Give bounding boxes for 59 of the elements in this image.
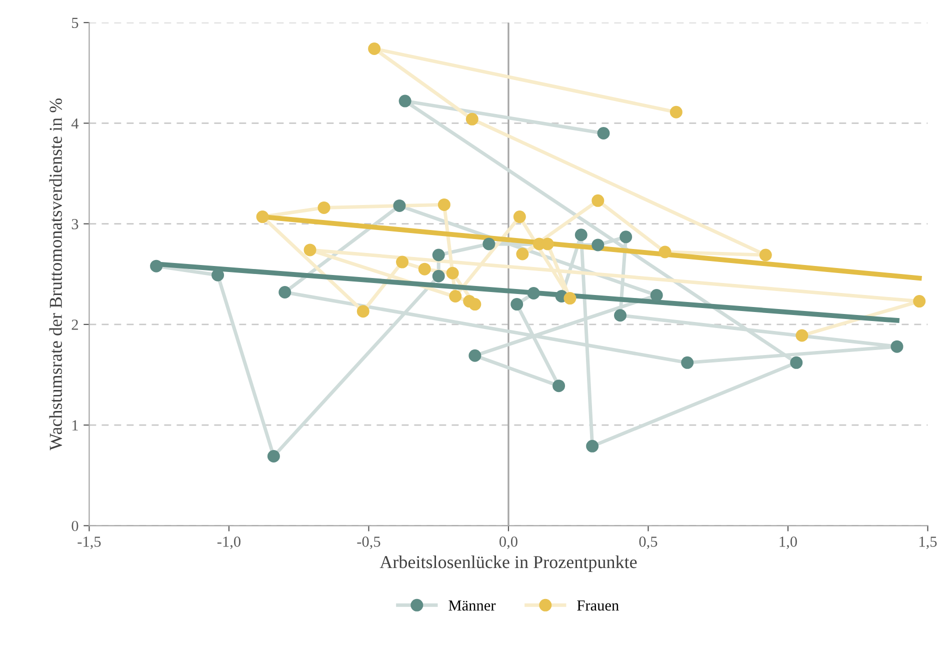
- point: [393, 199, 406, 212]
- point: [790, 356, 803, 369]
- point: [597, 127, 610, 140]
- y-tick-label: 0: [72, 520, 78, 532]
- y-tick-label: 2: [72, 320, 78, 330]
- point: [449, 290, 462, 303]
- point: [304, 244, 316, 256]
- y-axis-title: Wachstumsrate der Bruttomonatsverdienste in %: [49, 98, 62, 450]
- point: [466, 112, 478, 126]
- point: [398, 94, 412, 108]
- point: [913, 295, 926, 308]
- point: [368, 42, 381, 55]
- y-tick-label: 4: [71, 118, 79, 128]
- point: [438, 198, 450, 211]
- point: [592, 238, 604, 252]
- point: [256, 210, 269, 224]
- x-tick-label: -1,0: [217, 536, 240, 550]
- y-tick-label: 3: [72, 219, 78, 230]
- point: [592, 194, 604, 207]
- point: [527, 286, 540, 300]
- point: [796, 329, 808, 342]
- x-tick-label: 1,5: [920, 536, 937, 550]
- point: [681, 356, 694, 369]
- point: [759, 248, 772, 262]
- point: [890, 340, 904, 353]
- point: [510, 298, 524, 311]
- x-tick-label: 0,5: [639, 536, 658, 550]
- point: [586, 440, 599, 452]
- point: [150, 260, 163, 272]
- x-tick-label: -0,5: [357, 536, 380, 550]
- legend-label: Frauen: [577, 600, 619, 611]
- point: [614, 309, 627, 322]
- point: [574, 228, 588, 242]
- point: [513, 210, 526, 224]
- legend-label: Männer: [448, 600, 496, 611]
- x-tick-label: 1,0: [780, 536, 797, 550]
- point: [482, 238, 496, 250]
- point: [516, 248, 529, 260]
- point: [658, 246, 672, 258]
- y-tick-label: 1: [72, 420, 78, 430]
- point: [468, 349, 482, 362]
- point: [432, 248, 445, 262]
- point: [620, 230, 632, 244]
- y-tick-label: 5: [72, 18, 78, 28]
- point: [432, 270, 445, 282]
- point: [463, 295, 476, 308]
- point: [267, 450, 280, 462]
- x-axis-title: Arbeitslosenlücke in Prozentpunkte: [380, 556, 637, 572]
- point: [552, 380, 566, 392]
- point: [446, 266, 459, 280]
- point: [356, 305, 370, 318]
- point: [670, 106, 682, 118]
- point: [318, 201, 330, 214]
- point: [396, 256, 409, 268]
- x-tick-label: 0,0: [500, 536, 518, 550]
- point: [418, 262, 431, 276]
- x-tick-label: -1,5: [78, 536, 101, 550]
- point: [564, 292, 576, 305]
- point: [278, 286, 292, 298]
